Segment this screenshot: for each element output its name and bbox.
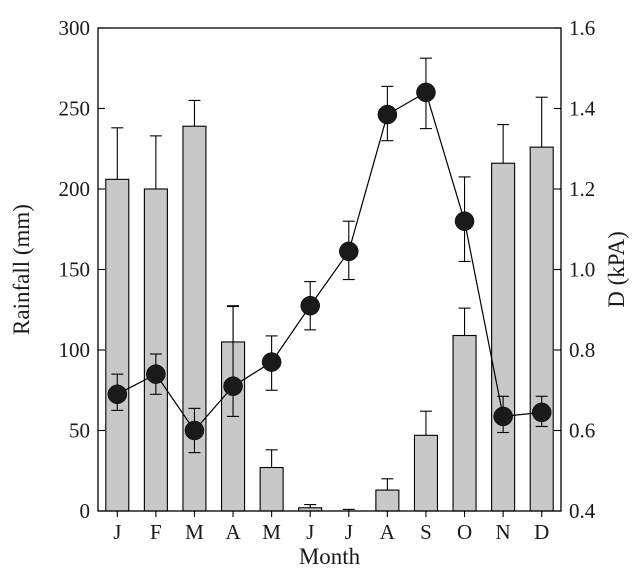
y-right-tick-label: 1.0 bbox=[569, 258, 595, 282]
vpd-point bbox=[416, 82, 436, 103]
vpd-point bbox=[377, 104, 398, 125]
x-tick-label: O bbox=[457, 520, 472, 544]
vpd-point bbox=[107, 384, 128, 405]
y-axis-left-title: Rainfall (mm) bbox=[9, 204, 34, 335]
y-right-tick-label: 0.6 bbox=[569, 419, 595, 443]
rainfall-bar bbox=[375, 489, 400, 512]
y-left-tick-label: 100 bbox=[59, 338, 91, 362]
y-left-tick-label: 50 bbox=[69, 419, 90, 443]
rainfall-bar bbox=[182, 125, 207, 512]
vpd-line bbox=[117, 91, 542, 432]
y-right-tick-label: 0.8 bbox=[569, 338, 595, 362]
rainfall-error-bars bbox=[111, 96, 548, 511]
y-right-tick-label: 0.4 bbox=[569, 499, 596, 523]
x-tick-label: F bbox=[150, 520, 162, 544]
x-tick-label: S bbox=[420, 520, 432, 544]
x-tick-label: D bbox=[534, 520, 549, 544]
vpd-point bbox=[146, 364, 166, 384]
vpd-point bbox=[184, 420, 205, 441]
rainfall-bar bbox=[452, 334, 477, 512]
y-left-tick-label: 0 bbox=[80, 499, 91, 523]
y-right-tick-label: 1.2 bbox=[569, 177, 595, 201]
vpd-point bbox=[493, 406, 513, 427]
vpd-point bbox=[339, 241, 359, 262]
x-axis-title: Month bbox=[299, 544, 361, 569]
y-right-tick-label: 1.4 bbox=[569, 97, 596, 121]
rainfall-bar bbox=[259, 466, 284, 512]
y-axis-right-title: D (kPA) bbox=[604, 231, 629, 307]
rainfall-bar bbox=[105, 178, 130, 512]
y-left-tick-label: 300 bbox=[59, 16, 91, 40]
x-tick-label: M bbox=[262, 520, 281, 544]
rainfall-bar bbox=[143, 188, 168, 512]
y-left-tick-label: 200 bbox=[59, 177, 91, 201]
x-tick-label: A bbox=[225, 520, 241, 544]
x-tick-label: J bbox=[113, 520, 121, 544]
x-tick-label: J bbox=[345, 520, 353, 544]
vpd-point bbox=[300, 295, 320, 316]
x-tick-label: N bbox=[496, 520, 511, 544]
rainfall-bar bbox=[491, 162, 516, 512]
x-tick-label: J bbox=[306, 520, 314, 544]
vpd-error-bars bbox=[111, 57, 548, 454]
y-left-tick-label: 150 bbox=[59, 258, 91, 282]
rainfall-bars bbox=[105, 125, 554, 512]
vpd-point bbox=[531, 402, 552, 423]
vpd-point bbox=[261, 352, 282, 372]
ticks: 0 50 100 150 200 250 300 0.4 0.6 0.8 1.0 1.2 1.4 1.6 J… bbox=[59, 16, 596, 544]
y-left-tick-label: 250 bbox=[59, 97, 91, 121]
vpd-point bbox=[454, 211, 475, 231]
rainfall-bar bbox=[529, 146, 554, 512]
rainfall-bar bbox=[413, 434, 439, 512]
vpd-points bbox=[107, 82, 552, 441]
x-tick-label: M bbox=[185, 520, 204, 544]
x-tick-label: A bbox=[380, 520, 396, 544]
vpd-point bbox=[223, 376, 243, 396]
y-right-tick-label: 1.6 bbox=[569, 16, 595, 40]
